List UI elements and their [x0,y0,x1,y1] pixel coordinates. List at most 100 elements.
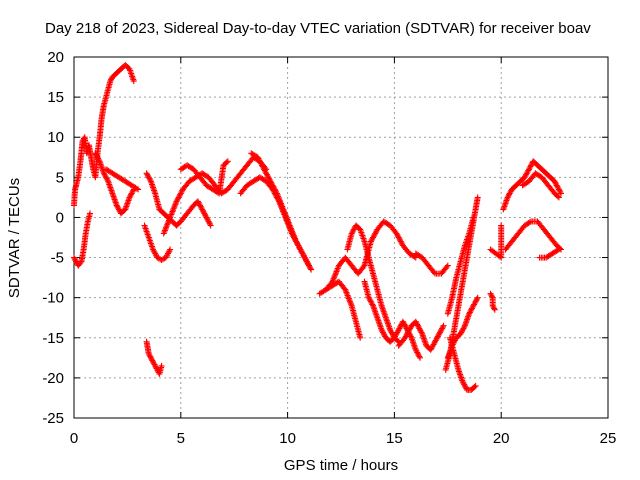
data-point [416,353,423,360]
data-point [498,222,505,229]
series-arc-12h-b [323,278,364,341]
data-point [148,356,155,363]
data-point [280,207,287,214]
data-point [308,266,315,273]
data-point [279,205,286,211]
data-point [488,293,495,300]
data-point [176,193,183,200]
data-point [507,189,514,195]
data-point [368,300,375,306]
data-point [346,296,353,303]
data-point [526,219,533,226]
data-point [72,257,79,264]
data-point [129,189,136,195]
data-point [289,229,296,236]
data-point [469,305,475,312]
data-point [471,383,478,390]
data-point [331,274,338,281]
data-point [333,268,340,275]
data-point [178,189,185,195]
data-point [437,328,444,335]
data-point [428,345,435,352]
series-arc-13h [344,222,402,345]
data-point [348,230,355,237]
y-tick-label: -15 [42,330,64,347]
data-point [255,155,262,162]
data-point [201,210,208,217]
data-point [302,255,309,262]
data-point [271,186,278,193]
data-point [430,269,437,276]
data-point [474,294,481,301]
data-point [412,346,419,353]
data-point [437,329,443,336]
y-tick-label: 15 [47,89,64,106]
data-point [303,257,310,264]
data-point [469,304,476,310]
data-point [349,229,356,236]
data-point [273,189,280,195]
data-point [404,330,411,337]
data-point [152,364,159,371]
data-point [366,296,373,302]
data-point [466,310,473,317]
data-point [414,322,421,329]
data-point [297,246,304,253]
data-point [265,174,272,181]
data-point [164,251,171,258]
data-point [128,190,135,197]
data-point [554,247,561,254]
data-point [296,243,302,250]
y-axis-title: SDTVAR / TECUs [6,178,23,298]
data-point [267,178,274,185]
data-point [413,348,420,355]
data-point [145,350,152,357]
data-point [555,246,562,253]
data-point [462,384,469,391]
data-point [402,334,409,341]
grid [74,57,608,418]
data-point [398,239,405,246]
data-point [372,230,379,237]
data-point [414,350,421,357]
data-point [295,242,302,249]
data-point [152,362,159,369]
y-tick-label: 0 [56,209,64,226]
x-tick-label: 15 [386,430,403,447]
data-point [395,234,402,241]
data-point [200,209,207,216]
data-point [443,263,450,270]
data-point [418,329,425,336]
series-arc-early-mid [92,150,137,217]
data-point [133,185,140,192]
data-point [350,226,357,233]
series-arc-16h-b [412,250,451,277]
data-point [165,249,172,256]
data-point [491,305,498,312]
data-point [417,354,423,361]
data-point [271,185,278,191]
data-point [268,179,275,186]
series-arc-19h [487,290,498,313]
data-point [197,202,203,209]
data-point [460,325,467,332]
data-point [415,324,422,331]
data-point [177,191,184,198]
plot-frame [73,56,609,419]
y-tick-labels: 20 15 10 5 0 -5 -10 -15 -20 -25 [42,49,64,427]
y-tick-label: -10 [42,290,64,307]
data-point [430,341,437,348]
data-point [147,177,154,183]
data-point [558,190,564,197]
y-tick-label: -25 [42,410,64,427]
series-arc-20h-c [519,170,562,201]
x-tick-labels: 0 5 10 15 20 25 [70,430,617,447]
data-point [505,193,512,200]
data-point [145,174,152,181]
data-point [449,341,456,348]
data-point [207,221,213,228]
data-point [552,179,559,186]
data-point [107,78,114,85]
data-point [167,214,174,221]
data-point [391,334,398,341]
